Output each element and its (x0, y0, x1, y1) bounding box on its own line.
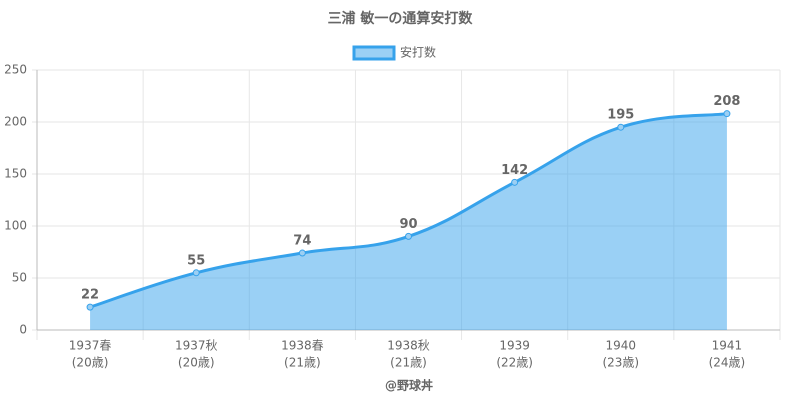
data-label: 74 (293, 234, 311, 249)
x-tick-label: 1938春 (281, 339, 324, 353)
x-tick-label: (24歳) (709, 356, 746, 370)
y-tick-label: 0 (19, 323, 27, 337)
y-tick-label: 250 (4, 63, 27, 77)
data-label: 55 (187, 253, 205, 268)
point (405, 232, 412, 240)
point (192, 269, 200, 277)
data-label: 208 (713, 94, 740, 109)
y-tick-label: 100 (4, 219, 27, 233)
legend-label: 安打数 (400, 45, 436, 60)
x-tick-label: (23歳) (602, 356, 639, 370)
point (298, 249, 306, 257)
x-tick-label: 1940 (606, 339, 637, 353)
x-tick-label: 1939 (499, 339, 530, 353)
x-tick-label: 1938秋 (387, 339, 430, 353)
data-label: 195 (607, 108, 634, 123)
x-tick-label: (21歳) (390, 356, 427, 370)
x-tick-label: 1937春 (69, 339, 112, 353)
point (86, 303, 94, 311)
point (617, 123, 625, 131)
legend-swatch (352, 45, 396, 61)
x-tick-label: 1941 (712, 339, 743, 353)
y-tick-label: 150 (4, 167, 27, 181)
x-tick-label: 1937秋 (175, 339, 218, 353)
y-tick-label: 50 (12, 271, 27, 285)
data-label: 142 (501, 163, 528, 178)
point (511, 178, 519, 186)
chart-title: 三浦 敏一の通算安打数 (328, 10, 474, 27)
x-tick-label: (21歳) (284, 356, 321, 370)
x-axis-title: @野球丼 (385, 378, 433, 393)
x-tick-label: (20歳) (178, 356, 215, 370)
x-tick-label: (20歳) (72, 356, 109, 370)
point (723, 110, 731, 118)
area (90, 113, 727, 331)
data-label: 22 (81, 288, 99, 303)
x-tick-label: (22歳) (496, 356, 533, 370)
data-label: 90 (399, 217, 417, 232)
y-tick-label: 200 (4, 115, 27, 129)
